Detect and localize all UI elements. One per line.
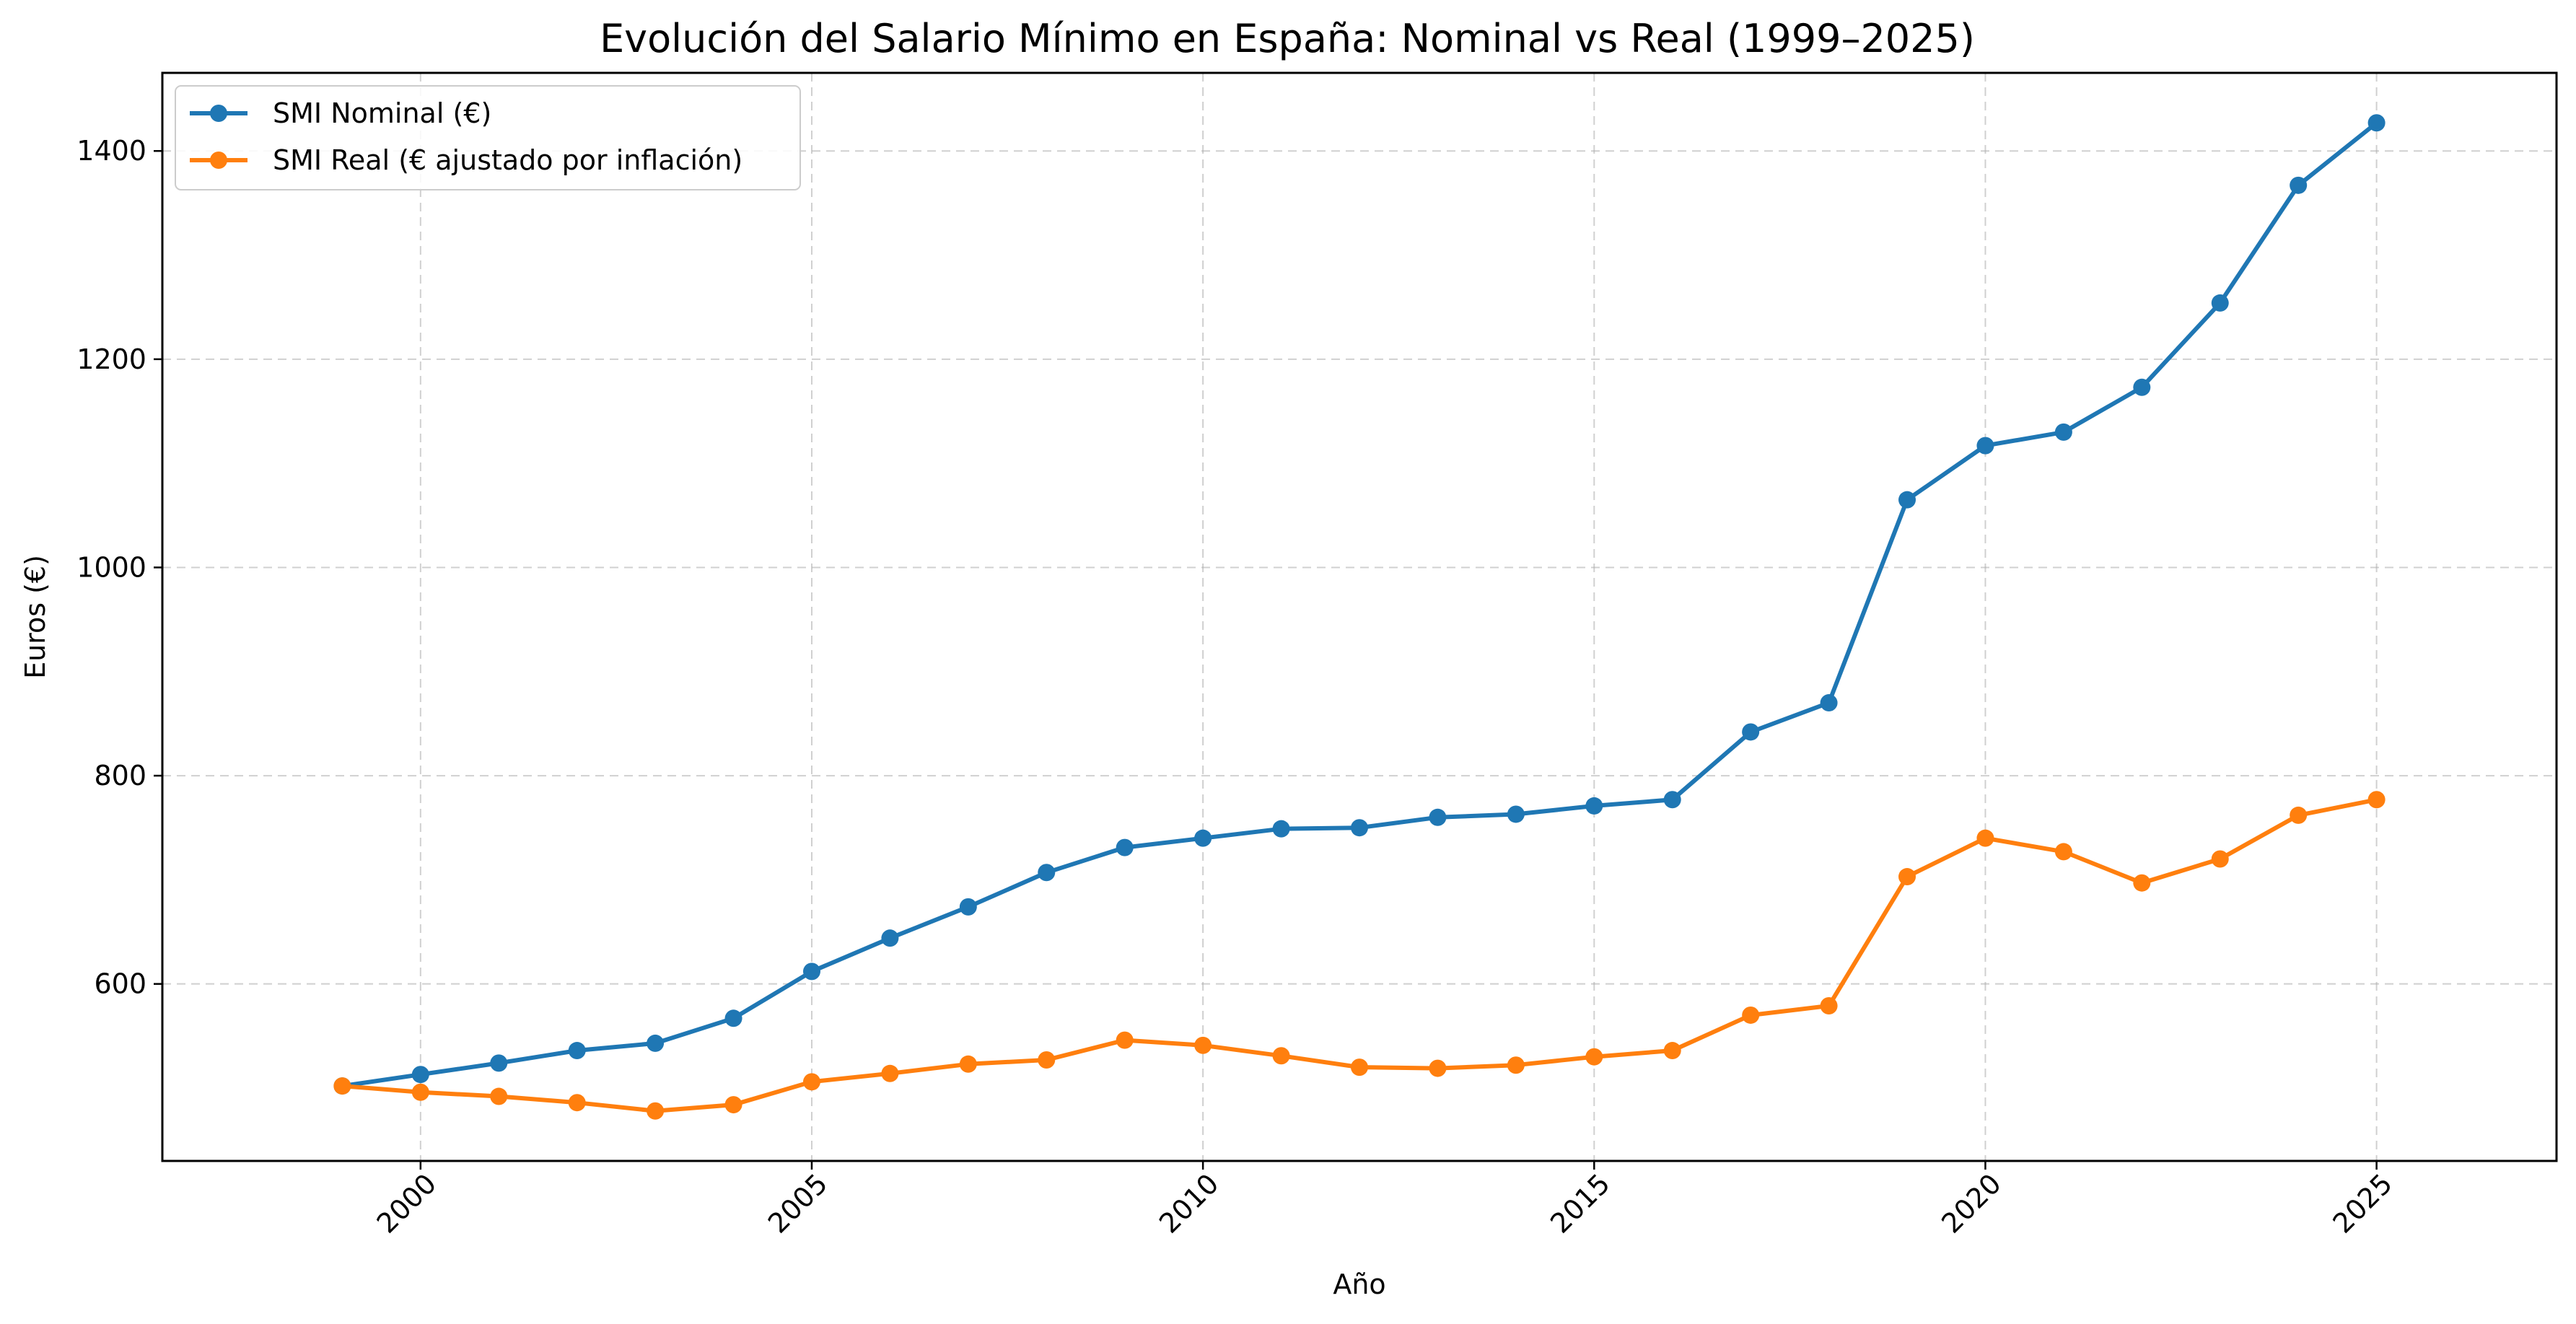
data-point xyxy=(2290,176,2308,194)
data-point xyxy=(2367,114,2386,132)
data-point xyxy=(1507,805,1525,823)
legend-label-nominal: SMI Nominal (€) xyxy=(273,97,491,129)
chart-title: Evolución del Salario Mínimo en España: … xyxy=(600,16,1975,61)
data-point xyxy=(1663,1042,1681,1060)
y-axis-ticks: 600 800 1000 1200 1400 xyxy=(76,135,162,1000)
y-axis-label: Euros (€) xyxy=(19,555,51,679)
data-point xyxy=(1976,829,1994,847)
data-point xyxy=(411,1083,429,1101)
data-point xyxy=(333,1077,351,1095)
data-point xyxy=(2133,378,2151,396)
y-tick-label: 1000 xyxy=(76,551,146,583)
data-point xyxy=(1429,808,1447,826)
data-point xyxy=(2054,423,2072,441)
plot-frame xyxy=(161,71,2558,1162)
data-point xyxy=(802,963,820,981)
data-point xyxy=(2290,806,2308,824)
data-point xyxy=(2211,850,2229,868)
legend-label-real: SMI Real (€ ajustado por inflación) xyxy=(273,144,742,176)
data-point xyxy=(1976,437,1994,455)
data-point xyxy=(724,1009,742,1027)
data-point xyxy=(802,1073,820,1091)
data-point xyxy=(1116,1031,1134,1049)
data-point xyxy=(1742,1006,1760,1024)
data-point xyxy=(1038,864,1056,882)
x-axis-label: Año xyxy=(1333,1268,1385,1300)
data-point xyxy=(2211,294,2229,312)
data-point xyxy=(411,1066,429,1084)
data-point xyxy=(881,1064,899,1082)
data-point xyxy=(2054,843,2072,861)
data-point xyxy=(1507,1056,1525,1074)
gridlines xyxy=(162,73,2557,1161)
legend-marker-real xyxy=(210,152,227,169)
data-point xyxy=(568,1094,586,1112)
series-group xyxy=(333,114,2386,1120)
data-point xyxy=(490,1087,508,1105)
data-point xyxy=(1429,1059,1447,1077)
data-point xyxy=(1742,723,1760,741)
data-point xyxy=(568,1042,586,1060)
data-point xyxy=(724,1096,742,1114)
data-point xyxy=(490,1054,508,1072)
y-tick-label: 600 xyxy=(94,968,146,1000)
data-point xyxy=(881,929,899,947)
data-point xyxy=(2133,874,2151,892)
y-tick-label: 1200 xyxy=(76,343,146,375)
data-point xyxy=(1585,797,1603,815)
data-point xyxy=(959,898,977,916)
data-point xyxy=(959,1055,977,1073)
data-point xyxy=(1351,1058,1368,1077)
data-point xyxy=(1038,1051,1056,1069)
data-point xyxy=(1116,838,1134,856)
data-point xyxy=(647,1034,665,1052)
data-point xyxy=(1820,996,1838,1014)
data-point xyxy=(1194,1036,1212,1054)
data-point xyxy=(647,1102,665,1120)
data-point xyxy=(1585,1048,1603,1066)
y-tick-label: 800 xyxy=(94,760,146,792)
legend-box xyxy=(175,85,801,190)
data-point xyxy=(1820,694,1838,712)
legend-marker-nominal xyxy=(210,105,227,122)
data-point xyxy=(1272,1047,1290,1065)
data-point xyxy=(1351,819,1368,837)
legend: SMI Nominal (€) SMI Real (€ ajustado por… xyxy=(175,85,801,190)
data-point xyxy=(1898,491,1916,509)
data-point xyxy=(1663,791,1681,809)
data-point xyxy=(1272,820,1290,838)
series-real xyxy=(333,791,2386,1120)
y-tick-label: 1400 xyxy=(76,135,146,167)
data-point xyxy=(2367,791,2386,809)
data-point xyxy=(1898,868,1916,886)
data-point xyxy=(1194,829,1212,847)
